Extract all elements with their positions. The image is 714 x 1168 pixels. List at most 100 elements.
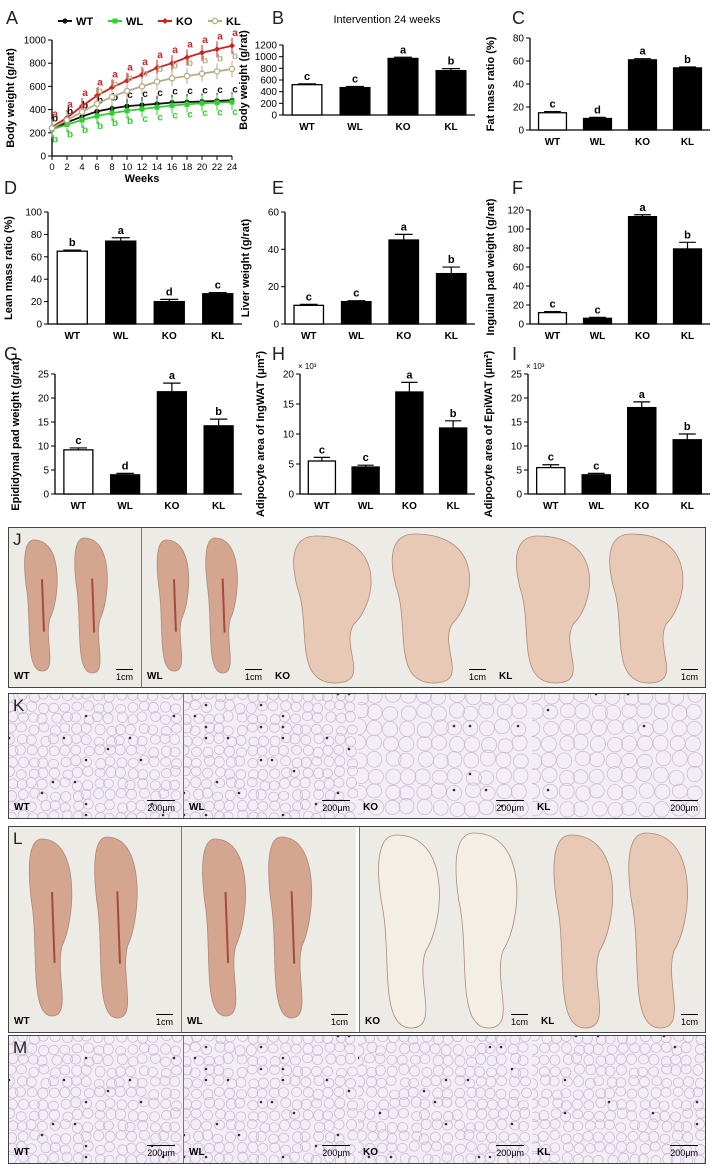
nucleus-dot: [574, 1036, 578, 1038]
adipocyte-cell: [539, 1066, 550, 1078]
adipocyte-cell: [650, 1042, 662, 1054]
photo-cell-m-wt: WT 200μm: [9, 1036, 183, 1163]
adipocyte-cell: [115, 766, 126, 779]
adipocyte-cell: [451, 1109, 463, 1121]
adipocyte-cell: [267, 701, 279, 712]
adipocyte-cell: [237, 694, 249, 700]
photo-image-k-kl: [532, 694, 705, 818]
adipocyte-cell: [189, 811, 201, 818]
nucleus-dot: [695, 1122, 699, 1126]
y-axis-label-c: Fat mass ratio (%): [485, 36, 497, 131]
adipocyte-cell: [70, 1054, 81, 1065]
adipocyte-cell: [653, 801, 670, 818]
legend-label-wl: WL: [126, 16, 143, 28]
bar-b-kl: [435, 70, 467, 116]
nucleus-dot: [84, 758, 88, 762]
adipocyte-cell: [442, 1036, 454, 1045]
adipocyte-cell: [48, 758, 59, 769]
adipocyte-cell: [347, 765, 358, 777]
x-tick-label-a: 24: [227, 162, 238, 173]
nucleus-dot: [226, 736, 230, 740]
adipocyte-cell: [124, 724, 136, 736]
adipocyte-cell: [396, 1054, 408, 1066]
adipocyte-cell: [150, 1132, 162, 1145]
adipocyte-cell: [93, 736, 105, 747]
adipocyte-cell: [366, 1120, 378, 1132]
y-tick-label-e: 40: [268, 245, 280, 256]
nucleus-dot: [695, 1100, 699, 1104]
panel-letter-i: I: [512, 344, 517, 364]
y-axis-label-d: Lean mass ratio (%): [3, 216, 15, 320]
adipocyte-cell: [127, 757, 139, 768]
blood-vessel: [91, 578, 96, 633]
adipocyte-cell: [193, 1130, 204, 1143]
adipocyte-cell: [398, 736, 415, 752]
sig-letter-wl: c: [157, 112, 163, 123]
adipocyte-cell: [149, 1111, 160, 1122]
adipocyte-cell: [653, 766, 669, 784]
adipocyte-cell: [572, 1036, 584, 1044]
adipocyte-cell: [280, 733, 292, 743]
x-tick-label-a: 8: [109, 162, 114, 173]
adipocyte-cell: [268, 745, 280, 756]
adipocyte-cell: [680, 1100, 692, 1111]
adipocyte-cell: [506, 1152, 518, 1163]
adipocyte-cell: [479, 720, 495, 737]
group-label: KO: [363, 1147, 378, 1158]
nucleus-dot: [325, 736, 329, 740]
sig-letter-h-wt: c: [319, 444, 325, 456]
adipocyte-cell: [149, 1122, 161, 1133]
adipocyte-cell: [313, 767, 325, 780]
sig-letter-f-ko: a: [639, 202, 646, 214]
adipocyte-cell: [94, 1085, 106, 1098]
sig-letter-wt: c: [157, 88, 163, 99]
adipocyte-cell: [481, 736, 497, 754]
adipocyte-cell: [649, 1141, 661, 1152]
nucleus-dot: [259, 1100, 263, 1104]
adipocyte-cell: [623, 694, 640, 706]
adipocyte-cell: [419, 1041, 431, 1054]
scale-bar: 1cm: [680, 669, 699, 682]
adipocyte-cell: [226, 736, 238, 747]
adipocyte-cell: [366, 720, 383, 736]
adipocyte-cell: [639, 1131, 650, 1143]
adipocyte-cell: [257, 1065, 269, 1076]
adipocyte-cell: [27, 712, 39, 723]
adipocyte-cell: [9, 811, 17, 818]
adipocyte-cell: [73, 1152, 84, 1163]
adipocyte-cell: [189, 1153, 201, 1163]
nucleus-dot: [347, 747, 351, 751]
adipocyte-cell: [398, 752, 414, 769]
adipocyte-cell: [201, 1120, 212, 1131]
adipocyte-cell: [385, 1076, 397, 1086]
adipocyte-cell: [588, 783, 605, 799]
adipocyte-cell: [509, 1075, 520, 1087]
histology-background: [358, 694, 532, 818]
adipocyte-cell: [160, 725, 172, 736]
adipocyte-cell: [695, 1129, 705, 1141]
adipocyte-cell: [519, 1132, 531, 1143]
adipocyte-cell: [560, 1133, 572, 1145]
marker-wl: [139, 106, 145, 112]
adipocyte-cell: [71, 701, 83, 712]
adipocyte-cell: [171, 723, 182, 734]
adipocyte-cell: [49, 1120, 61, 1131]
adipocyte-cell: [291, 1087, 302, 1098]
adipocyte-cell: [398, 1108, 409, 1119]
sig-letter-d-ko: d: [166, 286, 173, 298]
adipocyte-cell: [268, 812, 280, 818]
adipocyte-cell: [160, 756, 172, 767]
adipocyte-cell: [542, 799, 559, 816]
adipocyte-cell: [149, 769, 160, 780]
y-axis-label-b: Body weight (g/rat): [238, 30, 250, 130]
adipocyte-cell: [278, 790, 290, 801]
adipocyte-cell: [82, 1121, 94, 1133]
sig-letter-kl: b: [127, 73, 133, 84]
nucleus-dot: [347, 1089, 351, 1093]
y-tick-label-g: 25: [38, 370, 50, 381]
adipocyte-cell: [247, 1056, 259, 1067]
adipocyte-cell: [82, 1140, 94, 1152]
adipocyte-cell: [26, 745, 38, 756]
adipocyte-cell: [680, 1063, 692, 1075]
